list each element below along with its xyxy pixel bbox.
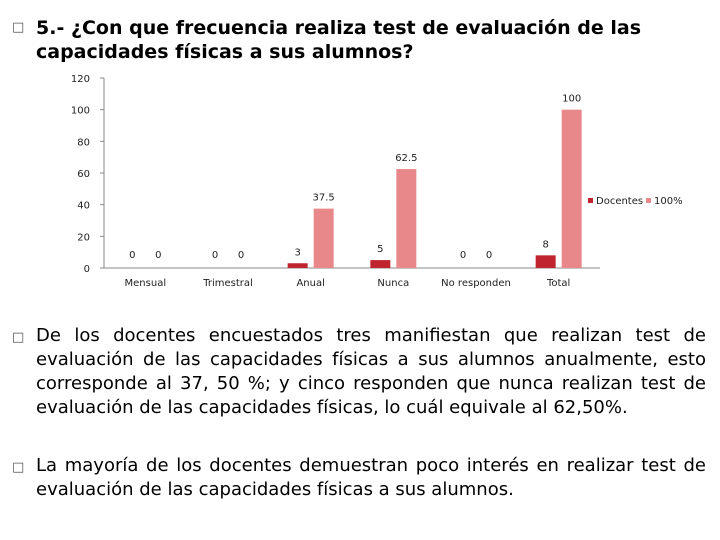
category-label: Nunca [377, 278, 409, 289]
paragraph-conclusion: La mayoría de los docentes demuestran po… [36, 455, 706, 500]
category-label: Mensual [125, 278, 167, 289]
y-tick-label: 80 [77, 137, 90, 148]
legend-swatch-docentes [588, 198, 593, 203]
data-label: 0 [129, 250, 135, 261]
slide-title: 5.- ¿Con que frecuencia realiza test de … [36, 17, 642, 63]
bullet-icon: □ [12, 330, 25, 345]
y-tick-label: 40 [77, 201, 90, 212]
bar-pct [561, 109, 582, 269]
y-tick-label: 120 [71, 74, 90, 85]
category-label: Total [546, 278, 570, 289]
data-label: 0 [212, 250, 218, 261]
data-label: 37.5 [313, 193, 335, 204]
y-tick-label: 20 [77, 232, 90, 243]
y-tick-label: 60 [77, 169, 90, 180]
category-label: Anual [296, 278, 324, 289]
y-tick-label: 100 [71, 106, 90, 117]
data-label: 0 [155, 250, 161, 261]
category-label: Trimestral [202, 278, 253, 289]
data-label: 100 [562, 94, 581, 105]
data-label: 0 [238, 250, 244, 261]
data-label: 8 [542, 239, 548, 250]
bullet-icon: □ [12, 20, 25, 35]
bar-pct [396, 169, 417, 268]
data-label: 0 [486, 250, 492, 261]
bar-pct [313, 208, 334, 268]
bar-docentes [287, 263, 308, 268]
legend-label-docentes: Docentes [596, 196, 643, 207]
y-tick-label: 0 [84, 264, 90, 275]
data-label: 5 [377, 244, 383, 255]
bar-docentes [535, 255, 556, 268]
legend-label-pct: 100% [654, 196, 683, 207]
data-label: 3 [294, 247, 300, 258]
data-label: 0 [460, 250, 466, 261]
data-label: 62.5 [395, 153, 417, 164]
legend-swatch-pct [646, 198, 651, 203]
bar-docentes [370, 260, 391, 268]
bullet-icon: □ [12, 460, 25, 475]
category-label: No responden [441, 278, 511, 289]
paragraph-analysis: De los docentes encuestados tres manifie… [36, 325, 706, 418]
